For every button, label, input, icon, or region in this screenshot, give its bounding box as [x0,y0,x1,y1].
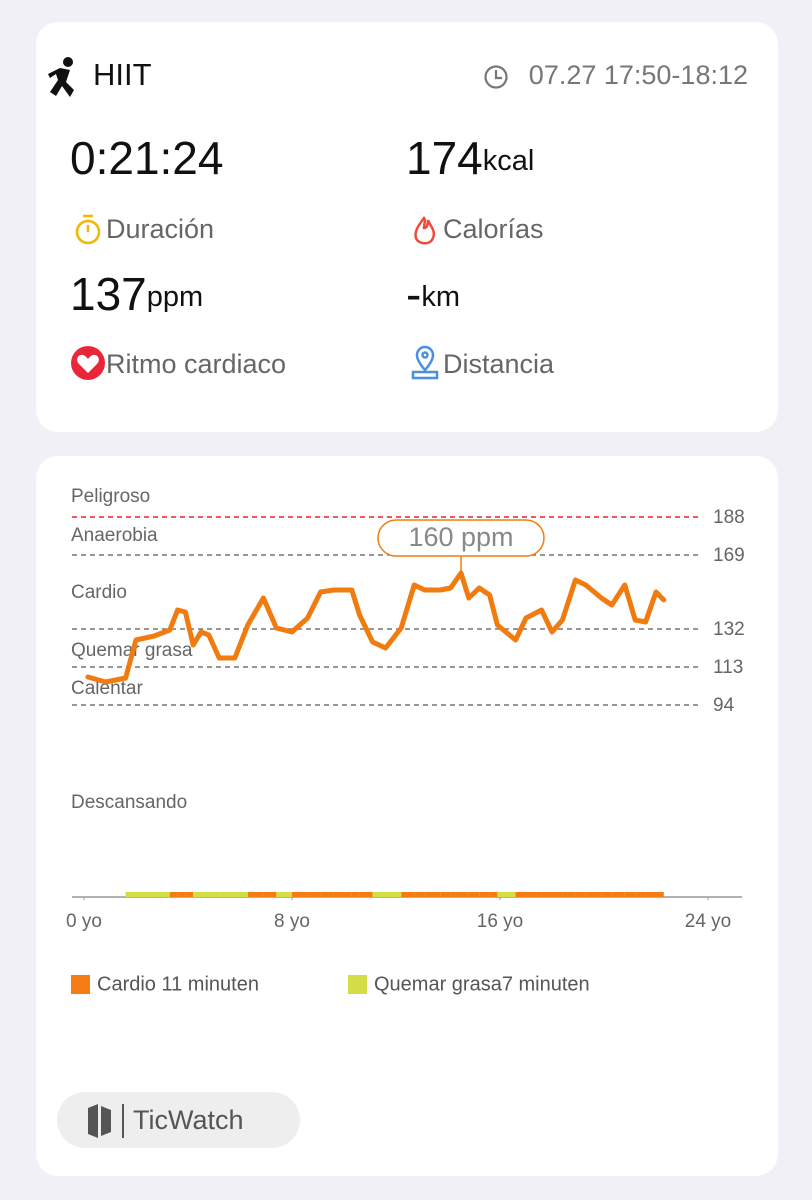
run-icon [48,57,74,97]
stat-label: Ritmo cardiaco [106,349,286,379]
stat-unit: km [421,281,460,313]
zone-strip [440,892,451,897]
zone-strip [125,892,136,897]
fire-icon [414,216,436,245]
zone-strip [333,892,352,897]
clock-icon [484,65,508,89]
zone-label: Anaerobia [71,525,158,546]
zone-strip [247,892,264,897]
x-tick-label: 0 yo [66,911,102,932]
peak-label: 160 ppm [408,522,513,552]
zone-label: Cardio [71,582,127,603]
zone-strip [169,892,178,897]
zone-strip [276,892,292,897]
zone-label: Peligroso [71,486,150,507]
zone-strip [635,892,646,897]
zone-strip [307,892,321,897]
zone-strip [154,892,170,897]
zone-strip [201,892,209,897]
zone-strip [385,892,402,897]
legend-label: Quemar grasa7 minuten [374,973,590,995]
legend-swatch [71,975,90,994]
stat-value: 0:21:24 [70,132,223,184]
zone-strip [185,892,194,897]
zone-strip [450,892,461,897]
zone-strip [645,892,656,897]
stat-unit: kcal [483,145,535,177]
zone-strip [177,892,186,897]
zone-strip [461,892,469,897]
zone-strip [263,892,277,897]
zone-strip [208,892,220,897]
threshold-label: 113 [713,657,743,678]
zone-label: Calentar [71,678,143,699]
stat-number: 137 [70,268,147,320]
stat-unit: ppm [147,281,203,313]
activity-name: HIIT [93,57,152,92]
zone-strip [320,892,334,897]
peak-callout [377,519,545,557]
brand-logo [88,1104,124,1138]
summary-card [36,22,778,432]
zone-label: Descansando [71,792,187,813]
legend-label: Cardio 11 minuten [97,973,259,995]
x-tick-label: 8 yo [274,911,310,932]
zone-strip [624,892,636,897]
zone-strip [489,892,498,897]
zone-strip [292,892,308,897]
brand-badge [57,1092,300,1148]
stat-label: Duración [106,214,214,244]
stat-number: - [406,268,421,320]
zone-strip [479,892,490,897]
zone-strip [136,892,155,897]
zone-strip [552,892,563,897]
zone-strip [372,892,386,897]
threshold-label: 94 [713,695,735,716]
zone-strip [468,892,480,897]
location-icon [411,345,439,380]
threshold-label: 132 [713,619,745,640]
heart-icon [71,346,105,380]
zone-strip [351,892,360,897]
zone-strip [497,892,516,897]
zone-strip [424,892,441,897]
brand-name: TicWatch [133,1105,244,1135]
zone-strip [414,892,425,897]
zone-strip [515,892,526,897]
zone-strip [234,892,248,897]
chart-card [36,456,778,1176]
zone-strip [601,892,612,897]
zone-strip [611,892,625,897]
zone-strip [541,892,552,897]
stat-number: 174 [406,132,483,184]
zone-strip [562,892,576,897]
zone-strip [585,892,602,897]
zone-strip [219,892,235,897]
zone-strip [526,892,542,897]
x-tick-label: 24 yo [685,911,731,932]
zone-strip [401,892,415,897]
zone-strip [575,892,586,897]
legend-swatch [348,975,367,994]
threshold-label: 188 [713,507,745,528]
zone-strip [359,892,373,897]
stat-label: Calorías [443,214,544,244]
stat-value: -km [406,268,460,320]
timer-icon [75,214,101,245]
stat-value: 137ppm [70,268,203,320]
zone-strip [193,892,201,897]
threshold-label: 169 [713,545,745,566]
stat-label: Distancia [443,349,555,379]
x-tick-label: 16 yo [477,911,523,932]
zone-strip [656,892,664,897]
session-time: 07.27 17:50-18:12 [529,60,748,90]
heart-rate-line [85,570,667,685]
stat-value: 174kcal [406,132,534,184]
